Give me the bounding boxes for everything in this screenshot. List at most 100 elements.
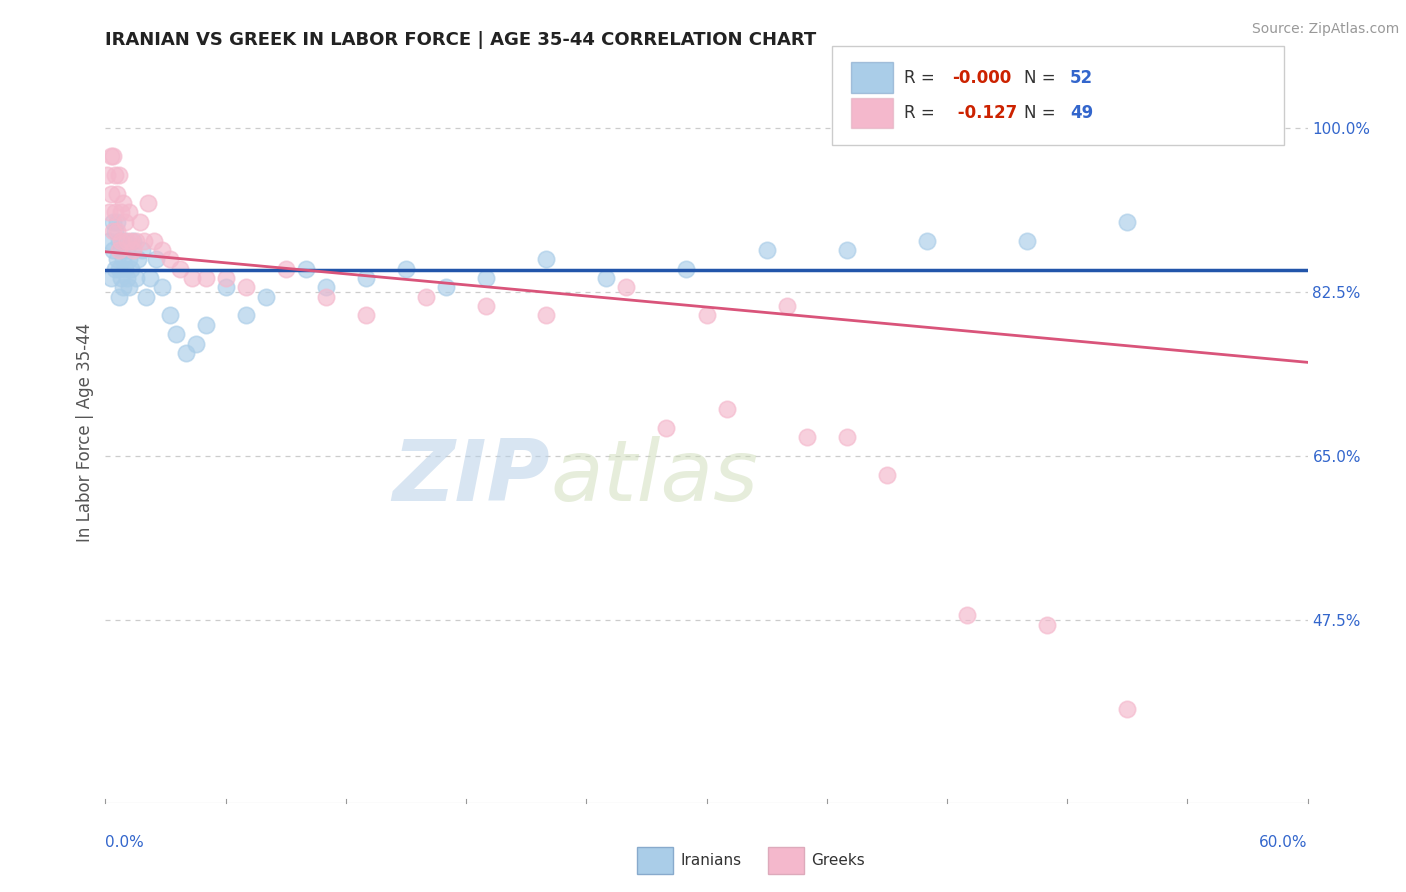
Text: Greeks: Greeks (811, 854, 865, 868)
Point (136, 196, 159, 211)
Text: Iranians: Iranians (681, 854, 741, 868)
Point (675, 261, 697, 276)
Point (103, 243, 125, 257)
Text: R =: R = (904, 69, 941, 87)
Point (110, 271, 132, 285)
Point (128, 215, 150, 229)
Point (107, 224, 129, 238)
Point (114, 234, 136, 248)
Point (98, 234, 121, 248)
Text: Source: ZipAtlas.com: Source: ZipAtlas.com (1251, 22, 1399, 37)
Point (108, 243, 131, 257)
Point (100, 271, 122, 285)
Point (122, 243, 145, 257)
Point (100, 149, 122, 163)
Point (696, 309, 718, 323)
Point (145, 252, 167, 267)
Text: N =: N = (1024, 104, 1060, 122)
Point (108, 234, 131, 248)
Text: N =: N = (1024, 69, 1060, 87)
Point (415, 290, 437, 304)
Text: -0.000: -0.000 (952, 69, 1011, 87)
Point (110, 234, 132, 248)
Point (142, 234, 165, 248)
Text: IRANIAN VS GREEK IN LABOR FORCE | AGE 35-44 CORRELATION CHART: IRANIAN VS GREEK IN LABOR FORCE | AGE 35… (105, 31, 817, 49)
Point (127, 252, 149, 267)
Point (595, 271, 617, 285)
Point (956, 608, 979, 623)
Point (274, 261, 297, 276)
Point (150, 243, 173, 257)
Text: 60.0%: 60.0% (1260, 836, 1308, 850)
Point (534, 309, 557, 323)
Point (117, 234, 139, 248)
Point (112, 252, 135, 267)
Point (110, 243, 132, 257)
Point (180, 271, 202, 285)
Point (104, 168, 127, 182)
Point (1017, 234, 1039, 248)
Point (118, 252, 141, 267)
Text: 49: 49 (1070, 104, 1094, 122)
Point (124, 234, 146, 248)
Point (254, 290, 277, 304)
Point (354, 271, 377, 285)
Text: -0.127: -0.127 (952, 104, 1017, 122)
Point (108, 290, 131, 304)
Point (434, 280, 457, 294)
Point (98, 205, 121, 219)
Point (315, 290, 337, 304)
Point (107, 186, 129, 201)
Point (235, 309, 257, 323)
Point (103, 149, 125, 163)
Point (395, 261, 418, 276)
Point (475, 271, 498, 285)
Point (114, 215, 136, 229)
Point (174, 346, 197, 360)
Text: atlas: atlas (550, 435, 758, 518)
Point (121, 234, 143, 248)
Point (1116, 702, 1139, 716)
Point (1036, 617, 1059, 632)
Point (159, 252, 181, 267)
Point (835, 430, 858, 444)
Point (108, 168, 131, 182)
Point (104, 224, 127, 238)
Point (118, 205, 141, 219)
Point (108, 261, 131, 276)
Point (131, 243, 153, 257)
Point (616, 280, 638, 294)
Point (112, 280, 135, 294)
Point (103, 224, 125, 238)
Point (122, 234, 145, 248)
Point (354, 309, 377, 323)
Point (114, 261, 136, 276)
Point (150, 280, 173, 294)
Point (104, 205, 127, 219)
Text: ZIP: ZIP (392, 435, 550, 518)
Point (138, 271, 160, 285)
Text: R =: R = (904, 104, 941, 122)
Point (214, 271, 236, 285)
Point (103, 215, 125, 229)
Point (835, 243, 858, 257)
Point (107, 252, 129, 267)
Point (915, 234, 938, 248)
Text: 52: 52 (1070, 69, 1092, 87)
Point (118, 280, 141, 294)
Point (655, 421, 678, 435)
Point (235, 280, 257, 294)
Point (315, 280, 337, 294)
Point (214, 280, 236, 294)
Point (1116, 215, 1139, 229)
Point (194, 318, 217, 332)
Point (475, 299, 498, 313)
Point (184, 336, 207, 351)
Point (776, 299, 799, 313)
Point (112, 196, 135, 211)
Point (100, 186, 122, 201)
Point (165, 327, 187, 342)
Point (716, 402, 738, 417)
Point (110, 205, 132, 219)
Point (124, 271, 146, 285)
